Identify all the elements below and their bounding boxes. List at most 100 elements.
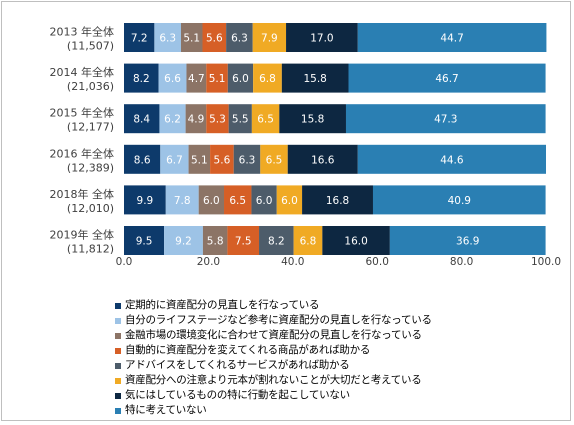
data-label: 6.3: [159, 33, 176, 45]
data-label: 5.6: [214, 154, 231, 166]
legend-swatch: [115, 317, 121, 324]
bar-segment: [206, 63, 228, 93]
data-label: 6.0: [203, 195, 220, 207]
bar-segment: [233, 144, 261, 174]
data-label: 6.0: [281, 195, 298, 207]
legend-swatch: [115, 407, 121, 414]
category-sublabel: (12,389): [67, 161, 114, 174]
data-label: 7.2: [131, 33, 148, 45]
bar-segment: [226, 23, 253, 52]
data-label: 6.8: [300, 236, 317, 248]
stacked-bar-chart: 7.2 6.3 5.1 5.6 6.3 7.9 17.0 44.7 2013 年全体(11,50…: [50, 23, 561, 268]
data-label: 40.9: [448, 195, 471, 207]
data-label: 8.2: [268, 236, 285, 248]
legend-label: 自分のライフステージなど参考に資産配分の見直しを行なっている: [125, 314, 432, 326]
bar-segment: [348, 63, 546, 93]
x-tick-label: 80.0: [450, 256, 473, 268]
legend-item: 資産配分への注意より元本が割れないことが大切だと考えている: [115, 373, 563, 388]
bar-segment: [357, 144, 546, 174]
bar-segment: [186, 63, 207, 93]
bar-segment: [389, 226, 546, 255]
bar-segment: [259, 226, 294, 255]
data-label: 6.3: [239, 154, 256, 166]
bar-segment: [164, 226, 203, 255]
category-sublabel: (21,036): [67, 80, 114, 93]
legend-item: 気にはしているものの特に行動を起こしていない: [115, 388, 563, 403]
legend-item: 特に考えていない: [115, 403, 563, 418]
category-label: 2014 年全体: [50, 65, 115, 79]
bar-segment: [206, 104, 229, 134]
legend-label: 定期的に資産配分の見直しを行なっている: [125, 299, 320, 311]
bar-segment: [302, 185, 373, 215]
data-label: 4.9: [188, 114, 205, 126]
bar-segment: [124, 185, 166, 215]
category-sublabel: (12,010): [67, 202, 114, 215]
data-label: 8.6: [134, 154, 151, 166]
data-label: 5.8: [207, 236, 224, 248]
legend-item: 自動的に資産配分を変えてくれる商品があれば助かる: [115, 343, 563, 358]
data-label: 5.1: [191, 154, 208, 166]
data-label: 5.1: [209, 73, 226, 85]
bar-segment: [202, 226, 228, 255]
data-label: 6.7: [166, 154, 183, 166]
data-label: 36.9: [456, 236, 479, 248]
data-label: 6.0: [232, 73, 249, 85]
bar-segment: [252, 23, 287, 52]
bar-segment: [228, 104, 252, 134]
data-label: 9.9: [137, 195, 154, 207]
bar-segment: [251, 185, 277, 215]
bar-segment: [357, 23, 547, 52]
data-label: 7.9: [261, 33, 278, 45]
category-sublabel: (11,812): [67, 243, 114, 256]
legend-label: アドバイスをしてくれるサービスがあれば助かる: [125, 359, 350, 371]
data-label: 5.3: [209, 114, 226, 126]
legend-label: 特に考えていない: [125, 404, 207, 416]
legend-item: 自分のライフステージなど参考に資産配分の見直しを行なっている: [115, 313, 563, 328]
data-label: 5.5: [232, 114, 249, 126]
category-label: 2016 年全体: [50, 146, 115, 160]
legend-item: アドバイスをしてくれるサービスがあれば助かる: [115, 358, 563, 373]
x-tick-label: 20.0: [197, 256, 220, 268]
category-sublabel: (11,507): [67, 40, 114, 53]
bar-segment: [185, 104, 207, 134]
data-label: 9.5: [136, 236, 153, 248]
bar-segment: [372, 185, 546, 215]
bar-segment: [210, 144, 234, 174]
bar-segment: [251, 104, 280, 134]
legend-swatch: [115, 332, 121, 339]
data-label: 44.7: [440, 33, 463, 45]
data-label: 47.3: [434, 114, 457, 126]
legend-swatch: [115, 302, 121, 309]
data-label: 5.1: [183, 33, 200, 45]
bar-segment: [165, 185, 199, 215]
data-label: 44.6: [440, 154, 464, 166]
category-sublabel: (12,177): [67, 121, 114, 134]
data-label: 46.7: [435, 73, 458, 85]
x-tick-label: 100.0: [531, 256, 561, 268]
data-label: 6.5: [266, 154, 283, 166]
legend-swatch: [115, 392, 121, 399]
bar-segment: [286, 23, 358, 52]
bar-segment: [124, 226, 165, 255]
bar-segment: [293, 226, 323, 255]
bar-segment: [124, 144, 161, 174]
data-label: 9.2: [175, 236, 192, 248]
data-label: 7.5: [235, 236, 252, 248]
data-label: 6.5: [229, 195, 246, 207]
data-label: 5.6: [206, 33, 223, 45]
bar-segment: [198, 185, 225, 215]
bar-segment: [260, 144, 288, 174]
bar-segment: [227, 63, 254, 93]
bar-segment: [160, 144, 189, 174]
legend-label: 資産配分への注意より元本が割れないことが大切だと考えている: [125, 374, 422, 386]
legend-item: 金融市場の環境変化に合わせて資産配分の見直しを行なっている: [115, 328, 563, 343]
bar-segment: [227, 226, 260, 255]
data-label: 8.2: [133, 73, 150, 85]
legend-item: 定期的に資産配分の見直しを行なっている: [115, 298, 563, 313]
bar-segment: [287, 144, 358, 174]
data-label: 16.0: [344, 236, 367, 248]
data-label: 16.8: [326, 195, 349, 207]
bar-segment: [253, 63, 282, 93]
data-label: 17.0: [310, 33, 333, 45]
data-label: 6.3: [231, 33, 248, 45]
